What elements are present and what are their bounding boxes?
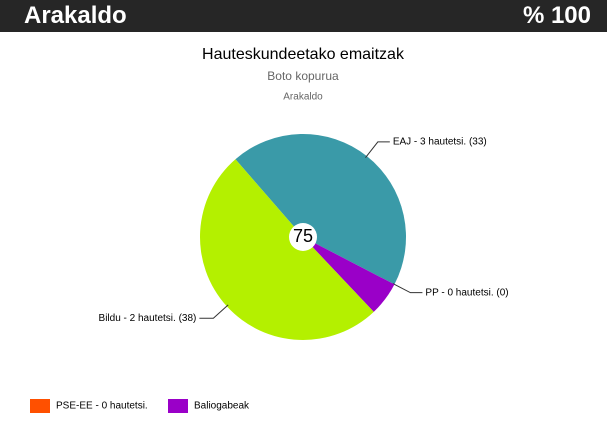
leader-line [199,304,229,319]
center-badge [289,223,317,251]
center-label: 75 [293,226,313,246]
pie-slice [303,237,395,312]
leader-line [392,283,423,294]
slice-label: PP - 0 hautetsi. (0) [425,287,508,298]
chart-title: Hauteskundeetako emaitzak [202,46,405,63]
legend-swatch [30,399,50,413]
chart-subtitle: Boto kopurua [267,69,339,83]
pie-slice [199,159,374,341]
header-percent: % 100 [522,2,591,29]
chart: Hauteskundeetako emaitzak Boto kopurua A… [30,46,509,413]
header-title: Arakaldo [24,2,127,29]
slice-label: Bildu - 2 hautetsi. (38) [99,313,197,324]
legend-label: PSE-EE - 0 hautetsi. [56,401,148,412]
header-bar: Arakaldo % 100 [0,0,607,32]
pie-slice [235,134,406,285]
chart-caption: Arakaldo [283,92,323,103]
legend-label: Baliogabeak [194,401,250,412]
leader-line [365,141,390,158]
legend-swatch [168,399,188,413]
slice-label: EAJ - 3 hautetsi. (33) [393,137,487,148]
